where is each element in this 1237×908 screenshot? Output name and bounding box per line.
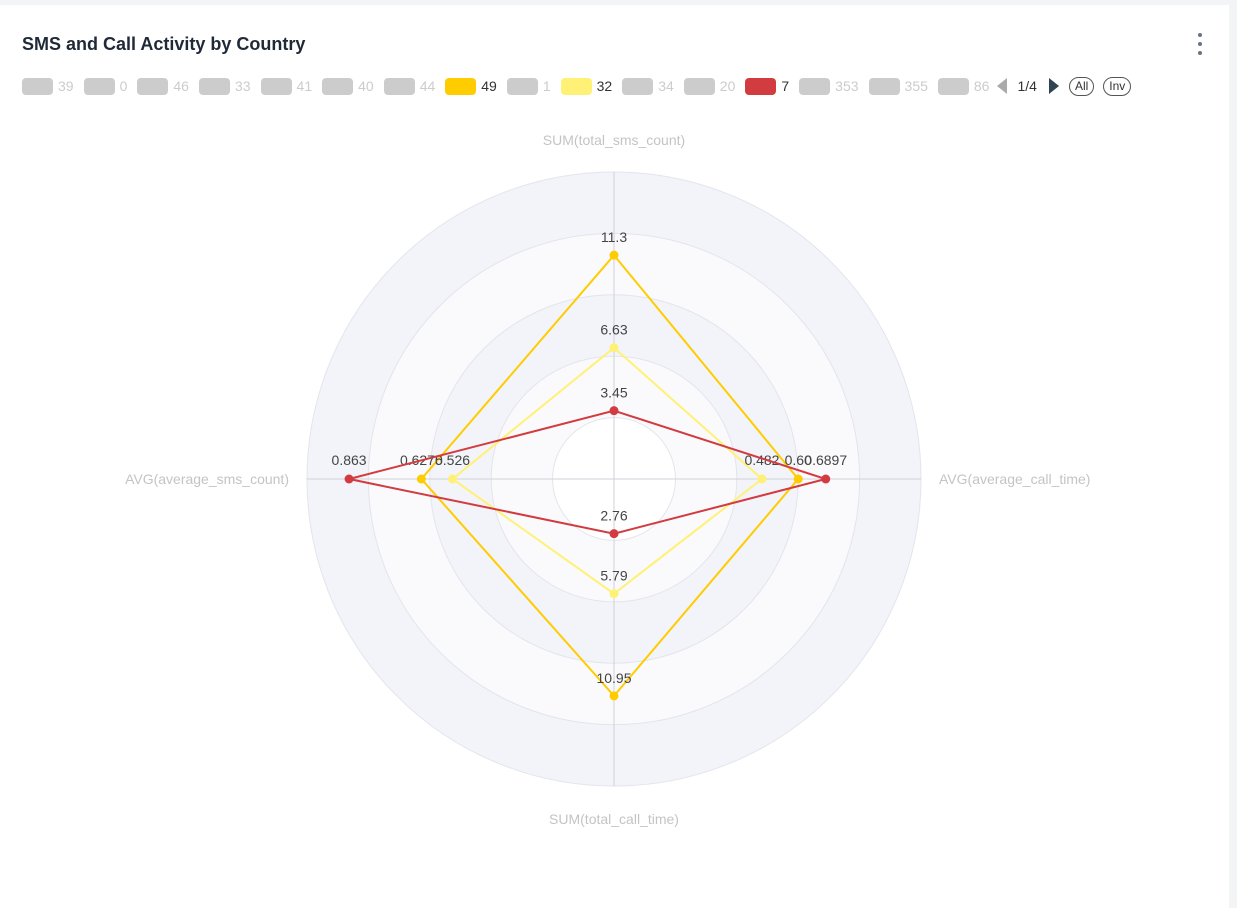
legend-swatch	[198, 77, 230, 95]
legend-swatch	[260, 77, 292, 95]
radar-indicator-name: SUM(total_call_time)	[549, 811, 679, 827]
radar-point	[609, 691, 619, 701]
legend-item-33[interactable]: 33	[198, 77, 251, 95]
legend-label: 44	[419, 78, 436, 94]
more-options-icon[interactable]	[1191, 33, 1209, 55]
radar-value-label: 3.45	[600, 385, 627, 401]
legend-invert-button[interactable]: Inv	[1103, 76, 1132, 96]
legend-swatch	[799, 77, 831, 95]
legend-select-all-button[interactable]: All	[1068, 76, 1095, 96]
legend-swatch	[322, 77, 354, 95]
legend-swatch	[445, 77, 477, 95]
legend-item-44[interactable]: 44	[383, 77, 436, 95]
legend-swatch	[622, 77, 654, 95]
legend-item-86[interactable]: 86	[937, 77, 990, 95]
radar-point	[757, 474, 767, 484]
radar-point	[448, 474, 458, 484]
legend-label: 49	[481, 78, 497, 94]
legend-item-46[interactable]: 46	[137, 77, 189, 95]
radar-point	[821, 474, 831, 484]
legend-swatch	[506, 77, 538, 95]
legend-swatch	[683, 77, 715, 95]
legend-item-40[interactable]: 40	[322, 77, 374, 95]
radar-value-label: 10.95	[596, 670, 631, 686]
legend-item-34[interactable]: 34	[622, 77, 674, 95]
legend-item-355[interactable]: 355	[868, 77, 928, 95]
radar-value-label: 0.60	[785, 452, 812, 468]
legend-label: 353	[835, 78, 859, 94]
legend-pager: 1/4 All Inv	[997, 76, 1132, 96]
legend-item-39[interactable]: 39	[22, 77, 74, 95]
radar-point	[344, 474, 354, 484]
legend-swatch	[383, 77, 415, 95]
legend-label: 0	[119, 78, 128, 94]
legend-prev-icon[interactable]	[997, 78, 1008, 94]
legend-next-icon[interactable]	[1048, 78, 1059, 94]
radar-value-label: 2.76	[600, 508, 627, 524]
legend-swatch	[937, 77, 969, 95]
legend-label: 86	[973, 78, 990, 94]
legend-label: 7	[781, 78, 790, 94]
legend-label: 39	[58, 78, 74, 94]
legend-item-41[interactable]: 41	[260, 77, 313, 95]
radar-indicator-name: AVG(average_sms_count)	[125, 471, 289, 487]
radar-indicator-name: AVG(average_call_time)	[939, 471, 1090, 487]
legend-label: 41	[296, 78, 313, 94]
legend-swatch	[868, 77, 900, 95]
legend-swatch	[745, 77, 777, 95]
legend-item-1[interactable]: 1	[506, 77, 551, 95]
legend-item-0[interactable]: 0	[83, 77, 128, 95]
legend-page-indicator: 1/4	[1017, 78, 1037, 94]
legend-label: 46	[173, 78, 189, 94]
legend-item-7[interactable]: 7	[745, 77, 790, 95]
radar-point	[609, 589, 619, 599]
radar-point	[609, 406, 619, 416]
radar-value-label: 5.79	[600, 568, 627, 584]
radar-value-label: 6.63	[600, 322, 627, 338]
radar-point	[609, 529, 619, 539]
legend-item-20[interactable]: 20	[683, 77, 736, 95]
legend-label: 32	[596, 78, 613, 94]
radar-indicator-name: SUM(total_sms_count)	[543, 132, 685, 148]
legend-swatch	[560, 77, 592, 95]
legend-item-353[interactable]: 353	[799, 77, 859, 95]
legend-swatch	[22, 77, 53, 95]
legend-swatch	[83, 77, 115, 95]
legend-label: 1	[542, 78, 551, 94]
legend-item-32[interactable]: 32	[560, 77, 613, 95]
radar-value-label: 11.3	[601, 229, 627, 245]
legend-label: 355	[904, 78, 928, 94]
radar-value-label: 0.6897	[804, 452, 847, 468]
legend: 39 0 46 33 41 40 44 49 1 32 34 20 7 353 355 86 1/4 All …	[22, 76, 1132, 96]
chart-title: SMS and Call Activity by Country	[22, 34, 306, 54]
legend-item-49[interactable]: 49	[445, 77, 497, 95]
radar-point	[416, 474, 426, 484]
radar-value-label: 0.526	[435, 452, 470, 468]
legend-label: 20	[719, 78, 736, 94]
legend-label: 34	[658, 78, 674, 94]
legend-swatch	[137, 77, 169, 95]
radar-point	[793, 474, 803, 484]
radar-value-label: 0.863	[332, 452, 367, 468]
radar-point	[609, 343, 619, 353]
legend-label: 33	[234, 78, 251, 94]
radar-point	[609, 250, 619, 260]
legend-label: 40	[358, 78, 374, 94]
